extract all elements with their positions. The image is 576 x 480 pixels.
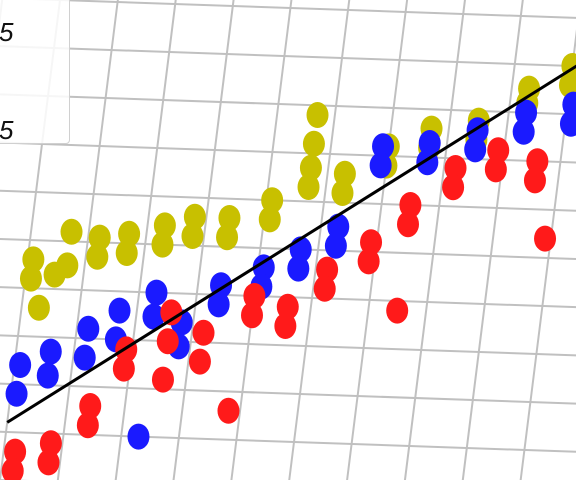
data-point-series-3 xyxy=(360,229,383,256)
data-point-series-1 xyxy=(88,224,111,251)
data-point-series-3 xyxy=(274,313,297,339)
data-point-series-3 xyxy=(444,155,467,181)
grid-line-x xyxy=(288,0,351,480)
legend-label-1: 5 xyxy=(0,17,14,47)
data-point-series-3 xyxy=(526,148,549,175)
legend: 5 5 xyxy=(0,0,70,145)
data-point-series-2 xyxy=(77,315,100,342)
data-point-series-1 xyxy=(153,212,176,239)
data-point-series-2 xyxy=(559,110,576,137)
data-point-series-1 xyxy=(19,265,42,292)
data-point-series-2 xyxy=(515,99,538,126)
data-point-series-3 xyxy=(160,299,183,326)
data-point-series-3 xyxy=(243,283,266,309)
data-point-series-3 xyxy=(1,457,24,480)
data-point-series-2 xyxy=(369,152,392,179)
data-point-series-2 xyxy=(207,291,230,318)
grid-line-x xyxy=(519,29,576,480)
grid-line-y xyxy=(0,93,576,116)
data-point-series-1 xyxy=(218,205,241,231)
data-point-series-1 xyxy=(559,72,576,99)
data-points xyxy=(1,53,576,480)
grid-line-y xyxy=(0,45,576,68)
data-point-series-1 xyxy=(261,187,284,214)
data-point-series-2 xyxy=(5,380,28,407)
data-point-series-1 xyxy=(331,180,354,206)
data-point-series-3 xyxy=(151,366,174,393)
data-point-series-2 xyxy=(372,133,395,160)
data-point-series-3 xyxy=(79,393,102,419)
data-point-series-2 xyxy=(324,232,347,259)
data-point-series-3 xyxy=(112,355,135,382)
data-point-series-3 xyxy=(357,248,380,275)
data-point-series-3 xyxy=(39,430,62,457)
data-point-series-3 xyxy=(534,225,557,252)
legend-label-2: 5 xyxy=(0,115,14,145)
data-point-series-2 xyxy=(9,352,32,378)
grid-line-y xyxy=(31,0,576,19)
data-point-series-1 xyxy=(183,203,206,230)
grid-line-x xyxy=(114,0,177,480)
data-point-series-1 xyxy=(302,130,325,157)
data-point-series-3 xyxy=(276,293,299,320)
trend-line-group xyxy=(6,64,576,424)
data-point-series-3 xyxy=(217,397,240,424)
data-point-series-3 xyxy=(188,348,211,375)
data-point-series-2 xyxy=(108,297,131,324)
data-point-series-1 xyxy=(299,154,322,181)
data-point-series-1 xyxy=(60,218,83,245)
data-point-series-3 xyxy=(386,297,409,324)
data-point-series-3 xyxy=(399,192,422,218)
data-point-series-2 xyxy=(418,130,441,156)
data-point-series-2 xyxy=(142,303,165,330)
data-point-series-1 xyxy=(333,160,356,187)
trend-line xyxy=(6,64,576,424)
data-point-series-3 xyxy=(313,275,336,302)
grid-line-y xyxy=(0,141,576,164)
grid-line-y xyxy=(0,237,576,260)
data-point-series-1 xyxy=(151,231,174,258)
grid-line-x xyxy=(461,0,524,480)
data-point-series-1 xyxy=(181,223,204,249)
data-point-series-1 xyxy=(216,224,239,251)
data-point-series-1 xyxy=(22,246,45,273)
grid-line-y xyxy=(0,478,29,480)
data-point-series-1 xyxy=(56,252,79,279)
data-point-series-1 xyxy=(306,102,329,128)
data-point-series-2 xyxy=(36,362,59,389)
data-point-series-3 xyxy=(397,211,419,238)
data-point-series-2 xyxy=(145,279,168,306)
data-point-series-3 xyxy=(241,302,263,329)
data-point-series-3 xyxy=(37,449,60,476)
data-point-series-3 xyxy=(156,328,179,355)
data-point-series-1 xyxy=(115,240,138,266)
data-point-series-1 xyxy=(118,220,141,247)
data-point-series-2 xyxy=(73,344,96,371)
grid-line-x xyxy=(403,0,466,480)
data-point-series-3 xyxy=(484,156,507,183)
data-point-series-2 xyxy=(127,423,150,450)
data-point-series-3 xyxy=(523,167,546,194)
data-point-series-3 xyxy=(442,174,465,201)
data-point-series-1 xyxy=(27,294,50,321)
data-point-series-2 xyxy=(39,338,62,365)
data-point-series-3 xyxy=(192,319,215,346)
data-point-series-3 xyxy=(76,412,99,439)
data-point-series-3 xyxy=(4,438,27,465)
data-point-series-3 xyxy=(487,137,510,164)
data-point-series-1 xyxy=(86,243,109,270)
data-point-series-2 xyxy=(512,118,535,145)
data-point-series-1 xyxy=(297,174,320,200)
grid-line-y xyxy=(0,189,576,212)
data-point-series-2 xyxy=(252,254,275,281)
data-point-series-1 xyxy=(258,206,281,233)
data-point-series-3 xyxy=(316,256,339,283)
data-point-series-2 xyxy=(287,255,310,282)
data-point-series-2 xyxy=(464,136,487,163)
